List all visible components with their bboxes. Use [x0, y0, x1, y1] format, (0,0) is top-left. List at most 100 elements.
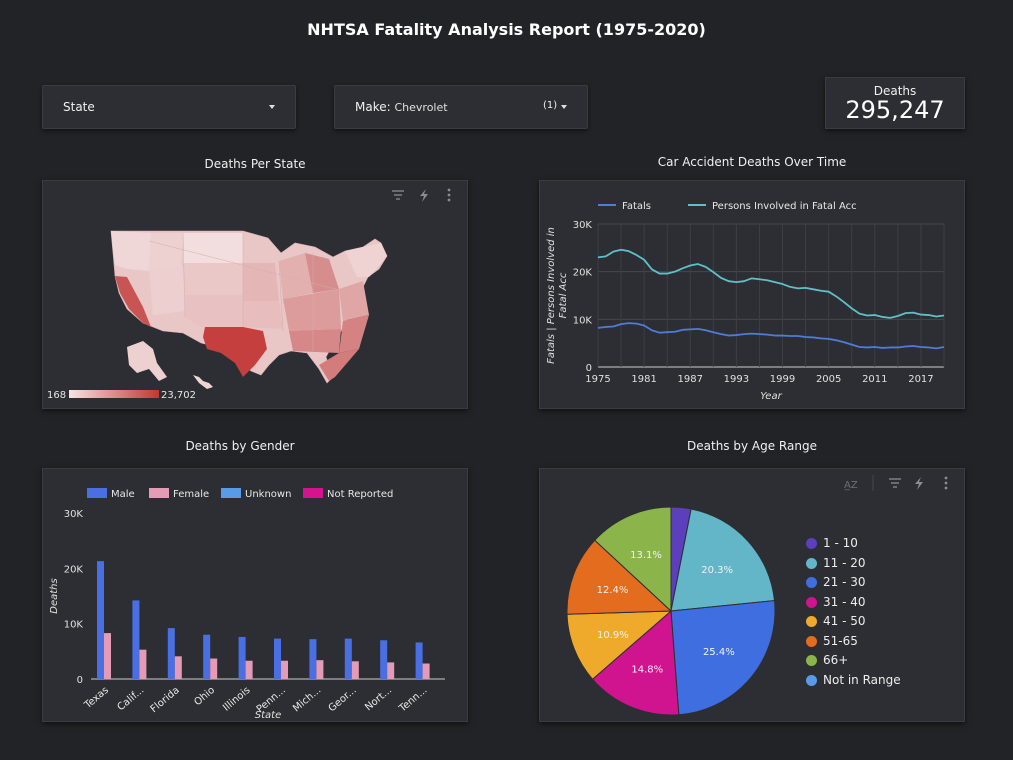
us-choropleth-map[interactable]	[110, 230, 388, 389]
legend-label[interactable]: Male	[111, 489, 135, 500]
state-filter-dropdown[interactable]: State	[42, 85, 296, 129]
x-tick-label: 2011	[862, 374, 887, 385]
slice-label: 14.8%	[631, 665, 663, 676]
filter-icon[interactable]	[392, 190, 404, 200]
x-tick-label: 1993	[724, 374, 749, 385]
legend-swatch	[303, 488, 323, 498]
bar[interactable]	[104, 633, 111, 679]
make-filter-label: Make:	[355, 100, 391, 114]
legend-swatch	[221, 488, 241, 498]
bar[interactable]	[139, 649, 147, 679]
y-tick-label: 20K	[64, 564, 84, 575]
legend-label[interactable]: Persons Involved in Fatal Acc	[712, 201, 857, 212]
x-tick-label: Nort...	[363, 685, 394, 713]
legend-swatch	[806, 596, 817, 608]
legend-label[interactable]: Female	[173, 489, 209, 500]
legend-label[interactable]: 1 - 10	[823, 536, 858, 550]
deaths-scorecard: Deaths 295,247	[825, 77, 965, 129]
bar[interactable]	[422, 663, 430, 679]
y-tick-label: 10K	[64, 620, 84, 631]
sort-az-icon[interactable]: A̲Z	[844, 480, 858, 491]
legend-label[interactable]: Not in Range	[823, 672, 901, 687]
map-card: 168 23,702	[42, 180, 468, 409]
legend-swatch	[149, 488, 169, 498]
bar[interactable]	[380, 640, 388, 679]
bar[interactable]	[174, 656, 182, 679]
series-line[interactable]	[597, 248, 945, 319]
legend-swatch	[806, 538, 817, 549]
y-tick-label: 10K	[573, 315, 593, 326]
kpi-value: 295,247	[845, 96, 945, 124]
x-tick-label: Mich...	[291, 685, 323, 714]
slice-label: 13.1%	[630, 550, 662, 561]
legend-swatch	[806, 577, 817, 588]
bar[interactable]	[351, 661, 359, 679]
y-axis-title: Deaths	[49, 578, 60, 613]
x-tick-label: 2005	[816, 374, 841, 385]
x-tick-label: Ohio	[192, 685, 217, 708]
y-tick-label: 20K	[573, 268, 593, 279]
legend-label[interactable]: Fatals	[622, 201, 651, 212]
more-vert-icon[interactable]	[447, 188, 451, 202]
y-tick-label: 30K	[573, 220, 593, 231]
legend-label[interactable]: 41 - 50	[823, 614, 866, 628]
map-title: Deaths Per State	[204, 157, 306, 171]
x-axis-title: Year	[760, 391, 782, 402]
legend-label[interactable]: 11 - 20	[823, 555, 866, 570]
more-vert-icon[interactable]	[944, 476, 948, 490]
legend-swatch	[87, 488, 107, 498]
bar[interactable]	[210, 658, 218, 679]
pie-slice[interactable]	[566, 539, 673, 615]
chevron-down-icon	[561, 105, 567, 109]
legend-swatch	[806, 557, 817, 569]
legend-label[interactable]: Unknown	[245, 489, 291, 500]
make-filter-value: Chevrolet	[394, 101, 448, 114]
bar[interactable]	[97, 561, 104, 679]
pie-slice[interactable]	[591, 609, 680, 716]
x-tick-label: 1987	[678, 374, 703, 385]
bar[interactable]	[167, 628, 175, 679]
legend-label[interactable]: 31 - 40	[823, 594, 866, 609]
y-tick-label: 0	[77, 675, 83, 686]
series-line[interactable]	[597, 322, 945, 350]
bar[interactable]	[245, 660, 253, 679]
pie-slice[interactable]	[594, 506, 672, 613]
legend-label[interactable]: 66+	[823, 653, 849, 667]
pie-slice[interactable]	[670, 600, 776, 716]
bar[interactable]	[132, 600, 140, 679]
slice-label: 20.3%	[701, 565, 733, 576]
age-chart-title: Deaths by Age Range	[687, 439, 817, 453]
bar[interactable]	[203, 634, 211, 679]
pie-slice[interactable]	[566, 610, 673, 680]
x-tick-label: Geor...	[327, 685, 359, 714]
legend-label[interactable]: Not Reported	[327, 489, 393, 500]
make-filter-dropdown[interactable]: Make: Chevrolet (1)	[334, 85, 588, 129]
y-axis-title: Fatal Acc	[558, 272, 569, 318]
filter-icon[interactable]	[889, 478, 901, 488]
y-tick-label: 30K	[64, 509, 84, 520]
legend-label[interactable]: 51-65	[823, 633, 858, 648]
x-tick-label: Texas	[82, 685, 111, 712]
report-title: NHTSA Fatality Analysis Report (1975-202…	[307, 20, 706, 39]
bar[interactable]	[316, 660, 324, 679]
make-filter-count: (1)	[543, 100, 558, 111]
lightning-icon[interactable]	[420, 189, 428, 202]
color-scale-bar	[69, 390, 159, 398]
x-tick-label: 1975	[585, 374, 610, 385]
bar[interactable]	[274, 638, 281, 679]
pie-slice[interactable]	[670, 508, 776, 612]
y-axis-title: Fatals | Persons Involved in	[546, 227, 557, 364]
bar[interactable]	[387, 662, 395, 679]
legend-label[interactable]: 21 - 30	[823, 575, 866, 589]
bar[interactable]	[415, 642, 423, 679]
bar[interactable]	[281, 660, 288, 679]
scale-max-label: 23,702	[161, 390, 196, 401]
bar[interactable]	[309, 639, 317, 679]
slice-label: 25.4%	[703, 647, 735, 658]
slice-label: 12.4%	[597, 585, 629, 596]
legend-swatch	[806, 674, 817, 686]
bar[interactable]	[238, 636, 246, 679]
bar[interactable]	[344, 638, 352, 679]
lightning-icon[interactable]	[915, 477, 923, 490]
x-tick-label: Florida	[149, 685, 182, 715]
